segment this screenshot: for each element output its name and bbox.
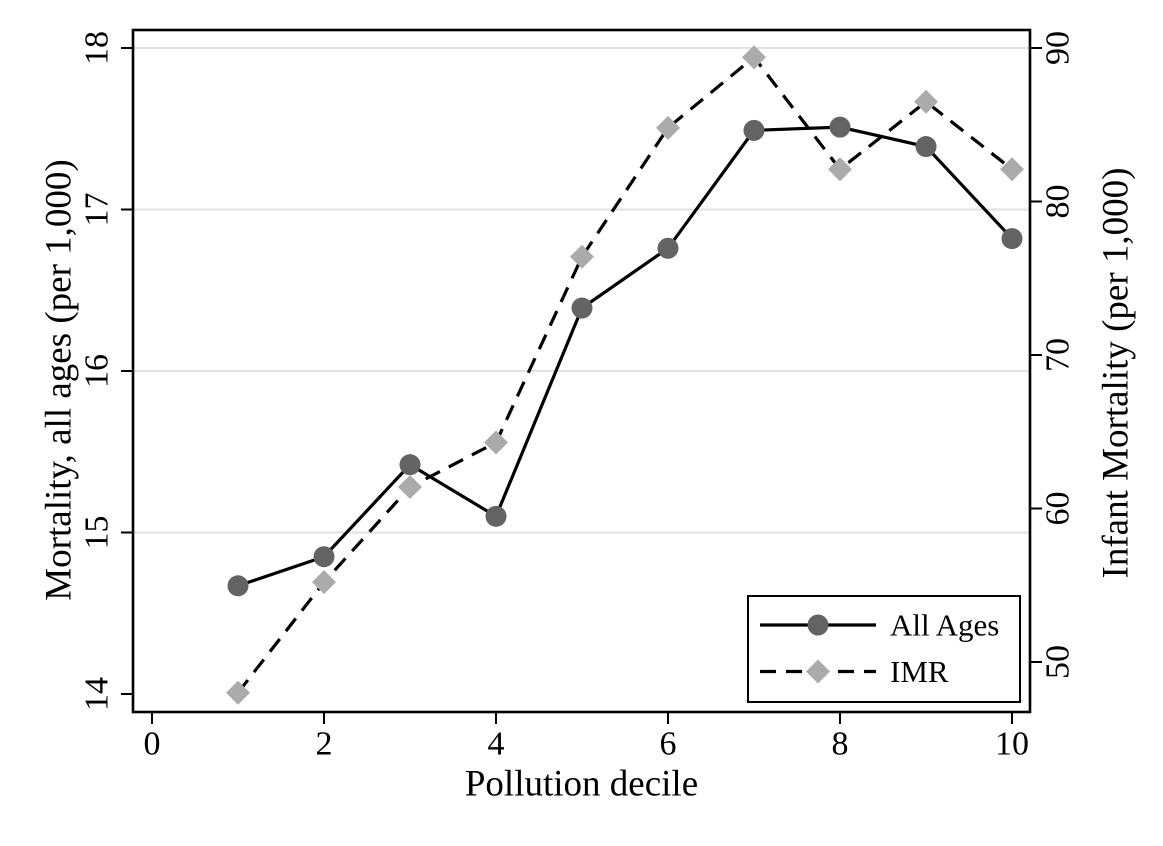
diamond-marker-imr [656, 115, 680, 140]
series-imr [226, 45, 1024, 705]
y-axis-right: 50 60 70 80 90 [1030, 31, 1077, 679]
x-tick-label: 4 [488, 726, 505, 763]
y-tick-label-left: 17 [79, 193, 116, 227]
y-tick-label-left: 16 [79, 354, 116, 388]
diamond-marker-imr [484, 430, 508, 455]
circle-marker-all-ages [313, 546, 335, 568]
diamond-marker-imr [742, 45, 766, 70]
y-axis-left: 14 15 16 17 18 [79, 31, 133, 711]
circle-marker-all-ages [1001, 228, 1023, 250]
y-tick-label-left: 15 [79, 516, 116, 550]
diamond-marker-imr [914, 89, 938, 114]
circle-marker-all-ages [485, 505, 507, 527]
circle-marker-all-ages [399, 454, 421, 476]
circle-marker-all-ages [657, 237, 679, 259]
series-all-ages [227, 116, 1023, 597]
y-tick-label-right: 60 [1040, 492, 1077, 526]
series-line-all-ages [237, 125, 1014, 588]
x-tick-label: 10 [995, 726, 1029, 763]
diamond-icon [806, 659, 830, 684]
x-axis-title: Pollution decile [465, 764, 698, 805]
legend-box [747, 595, 1021, 703]
circle-marker-all-ages [915, 136, 937, 158]
diamond-marker-imr [226, 680, 250, 705]
y-tick-label-right: 90 [1040, 31, 1077, 65]
legend: All Ages IMR [747, 595, 1021, 703]
circle-marker-all-ages [743, 119, 765, 141]
y-tick-label-left: 18 [79, 31, 116, 65]
diamond-marker-imr [312, 570, 336, 595]
circle-marker-all-ages [829, 116, 851, 138]
diamond-marker-imr [828, 157, 852, 182]
y-tick-label-right: 70 [1040, 338, 1077, 372]
y-axis-title-right: Infant Mortality (per 1,000) [1096, 168, 1137, 579]
x-tick-label: 0 [144, 726, 161, 763]
x-axis: 0 2 4 6 8 10 [144, 712, 1029, 763]
circle-marker-all-ages [571, 297, 593, 319]
x-tick-label: 8 [832, 726, 849, 763]
circle-icon [807, 614, 829, 636]
legend-entry-all-ages: All Ages [760, 608, 999, 643]
x-tick-label: 6 [660, 726, 677, 763]
diamond-marker-imr [570, 244, 594, 269]
diamond-marker-imr [398, 475, 422, 500]
y-axis-title-left: Mortality, all ages (per 1,000) [39, 159, 80, 600]
y-tick-label-right: 50 [1040, 645, 1077, 679]
circle-marker-all-ages [227, 575, 249, 597]
legend-entry-imr: IMR [760, 654, 949, 689]
diamond-marker-imr [1000, 157, 1024, 182]
y-tick-label-left: 14 [79, 677, 116, 711]
y-tick-label-right: 80 [1040, 185, 1077, 219]
x-tick-label: 2 [316, 726, 333, 763]
gridlines [133, 47, 1030, 534]
legend-label-all-ages: All Ages [890, 608, 999, 643]
legend-label-imr: IMR [890, 654, 949, 689]
